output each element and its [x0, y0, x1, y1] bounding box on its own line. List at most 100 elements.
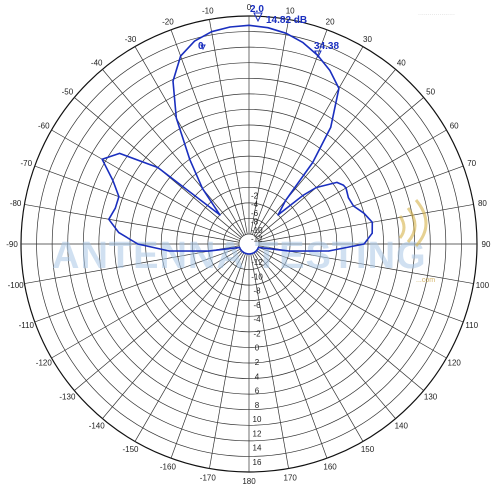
radial-tick-label: 2	[255, 358, 260, 367]
angle-tick-label: 90	[482, 240, 491, 249]
radial-tick-label: -8	[251, 217, 259, 226]
grid-spoke	[51, 248, 241, 359]
radial-tick-label: -4	[253, 315, 261, 324]
top-marker-triangle-icon	[253, 12, 263, 23]
radial-tick-label: -8	[253, 287, 261, 296]
data-point	[108, 218, 110, 220]
data-point	[363, 212, 365, 214]
angle-tick-label: 180	[242, 477, 256, 486]
angle-tick-label: 130	[424, 392, 438, 401]
angle-tick-label: -150	[122, 445, 139, 454]
angle-tick-label: 170	[284, 473, 298, 482]
angle-tick-label: 0	[247, 3, 252, 12]
watermark-text: ANTENNA TESTING	[52, 235, 427, 277]
data-point	[211, 31, 213, 33]
radial-tick-label: -12	[251, 258, 263, 267]
data-point	[277, 214, 279, 216]
angle-tick-label: 60	[450, 122, 459, 131]
data-point	[345, 187, 347, 189]
data-point	[180, 55, 182, 57]
data-point	[352, 205, 355, 207]
data-point	[302, 195, 304, 197]
grid-spoke	[34, 165, 240, 241]
angle-tick-label: 110	[465, 321, 478, 330]
radial-tick-label: -2	[251, 192, 259, 201]
data-point	[118, 196, 120, 198]
grid-spoke	[134, 252, 245, 442]
radial-tick-label: -6	[251, 209, 259, 218]
data-point	[284, 200, 287, 202]
angle-tick-label: -30	[125, 35, 137, 44]
beamwidth-label: 34.38	[314, 41, 339, 52]
angle-tick-label: -10	[202, 7, 214, 16]
angle-tick-label: -80	[10, 199, 22, 208]
data-point	[242, 251, 244, 253]
radial-tick-label: 16	[253, 458, 262, 467]
data-point	[229, 26, 231, 28]
series-layer	[101, 24, 374, 255]
data-point	[371, 232, 373, 234]
angle-tick-label: -60	[38, 122, 50, 131]
angle-tick-label: 20	[326, 17, 335, 26]
data-point	[254, 251, 256, 253]
radial-labels: -2-4-6-8-10-12-12-10-8-6-4-2024681012141…	[251, 192, 263, 467]
data-point	[253, 252, 255, 254]
watermark-subtext: ...com	[416, 277, 435, 284]
angle-tick-label: -50	[62, 88, 74, 97]
data-point	[137, 243, 139, 245]
angle-tick-label: -70	[21, 159, 33, 168]
data-point	[219, 214, 221, 216]
radial-tick-label: 8	[255, 401, 260, 410]
angle-tick-label: 30	[363, 35, 372, 44]
angle-tick-label: 100	[476, 281, 490, 290]
data-point	[336, 181, 338, 183]
radial-tick-label: -12	[251, 235, 263, 244]
data-point	[248, 253, 250, 255]
data-point	[245, 252, 247, 254]
angle-tick-label: -170	[200, 473, 217, 482]
data-point	[194, 40, 196, 42]
data-point	[207, 250, 210, 252]
radial-tick-label: -4	[251, 200, 259, 209]
grid-spoke	[252, 253, 328, 459]
data-point	[172, 80, 174, 82]
angle-tick-label: -100	[8, 281, 25, 290]
data-point	[302, 42, 304, 44]
data-point	[338, 87, 340, 89]
data-point	[288, 250, 291, 252]
data-point	[363, 243, 365, 245]
data-point	[342, 184, 344, 186]
grid-spoke	[74, 250, 242, 391]
data-point	[118, 232, 120, 234]
grid-spoke	[24, 204, 240, 243]
grid-spoke	[209, 253, 248, 469]
watermark: ANTENNA TESTING ...com	[52, 199, 435, 284]
data-point	[168, 250, 170, 252]
angle-tick-label: 140	[395, 422, 409, 431]
polar-grid	[20, 15, 478, 473]
data-point	[119, 152, 121, 154]
grid-spoke	[258, 245, 474, 284]
data-point	[240, 249, 242, 251]
grid-spoke	[209, 19, 248, 235]
data-point	[114, 207, 116, 209]
grid-spoke	[51, 129, 241, 240]
data-point	[285, 32, 287, 34]
grid-spoke	[102, 69, 243, 237]
grid-spoke	[255, 69, 396, 237]
data-point	[175, 117, 177, 119]
grid-spoke	[24, 245, 240, 284]
grid-spoke	[258, 165, 464, 241]
left-marker-triangle-icon	[200, 44, 206, 51]
data-point	[246, 253, 248, 255]
data-point	[101, 158, 103, 160]
grid-spoke	[257, 248, 447, 359]
angle-tick-label: -110	[19, 321, 35, 330]
angle-tick-label: 160	[323, 463, 337, 472]
beamwidth-marker-triangle-icon	[314, 50, 322, 59]
data-point	[329, 69, 331, 72]
angle-tick-label: 50	[426, 88, 435, 97]
grid-spoke	[258, 204, 474, 243]
angle-tick-label: -160	[160, 463, 177, 472]
